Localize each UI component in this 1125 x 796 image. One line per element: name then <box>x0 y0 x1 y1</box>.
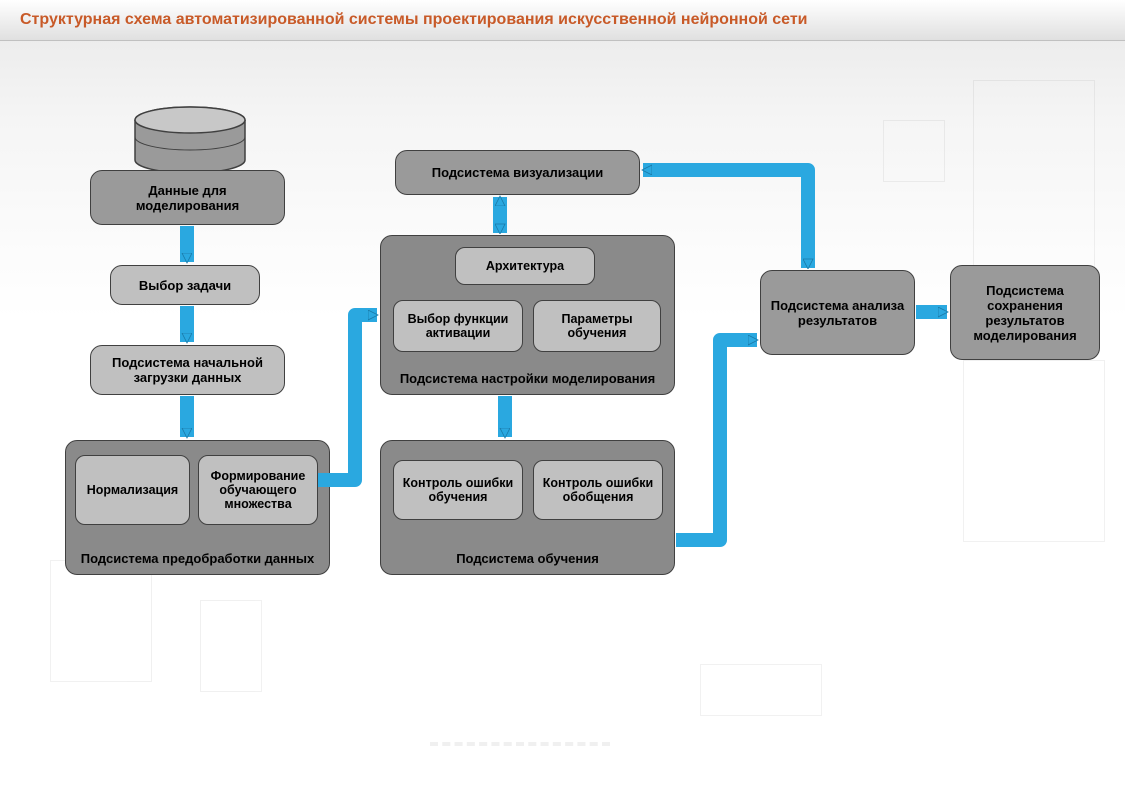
node-err1: Контроль ошибки обучения <box>393 460 523 520</box>
node-label: Данные для моделирования <box>97 183 278 213</box>
node-label: Нормализация <box>87 483 178 497</box>
data-cylinder-icon <box>130 105 250 175</box>
node-label: Выбор задачи <box>139 278 231 293</box>
node-param: Параметры обучения <box>533 300 661 352</box>
node-label: Подсистема сохранения результатов модели… <box>957 283 1093 343</box>
node-load: Подсистема начальной загрузки данных <box>90 345 285 395</box>
node-data: Данные для моделирования <box>90 170 285 225</box>
node-label: Подсистема обучения <box>456 551 599 566</box>
node-form: Формирование обучающего множества <box>198 455 318 525</box>
node-label: Подсистема начальной загрузки данных <box>97 355 278 385</box>
node-label: Контроль ошибки обобщения <box>538 476 658 504</box>
node-label: Подсистема визуализации <box>432 165 604 180</box>
node-norm: Нормализация <box>75 455 190 525</box>
page-header: Структурная схема автоматизированной сис… <box>0 0 1125 41</box>
node-err2: Контроль ошибки обобщения <box>533 460 663 520</box>
node-label: Выбор функции активации <box>398 312 518 340</box>
page-title: Структурная схема автоматизированной сис… <box>20 11 808 29</box>
node-analysis: Подсистема анализа результатов <box>760 270 915 355</box>
node-label: Формирование обучающего множества <box>203 469 313 511</box>
node-act: Выбор функции активации <box>393 300 523 352</box>
node-task: Выбор задачи <box>110 265 260 305</box>
node-label: Подсистема настройки моделирования <box>400 371 655 386</box>
node-arch: Архитектура <box>455 247 595 285</box>
diagram-canvas: Данные для моделирования Выбор задачи По… <box>0 40 1125 796</box>
node-label: Параметры обучения <box>538 312 656 340</box>
node-label: Архитектура <box>486 259 564 273</box>
node-label: Контроль ошибки обучения <box>398 476 518 504</box>
node-vis: Подсистема визуализации <box>395 150 640 195</box>
node-save: Подсистема сохранения результатов модели… <box>950 265 1100 360</box>
node-label: Подсистема анализа результатов <box>767 298 908 328</box>
node-label: Подсистема предобработки данных <box>81 551 314 566</box>
